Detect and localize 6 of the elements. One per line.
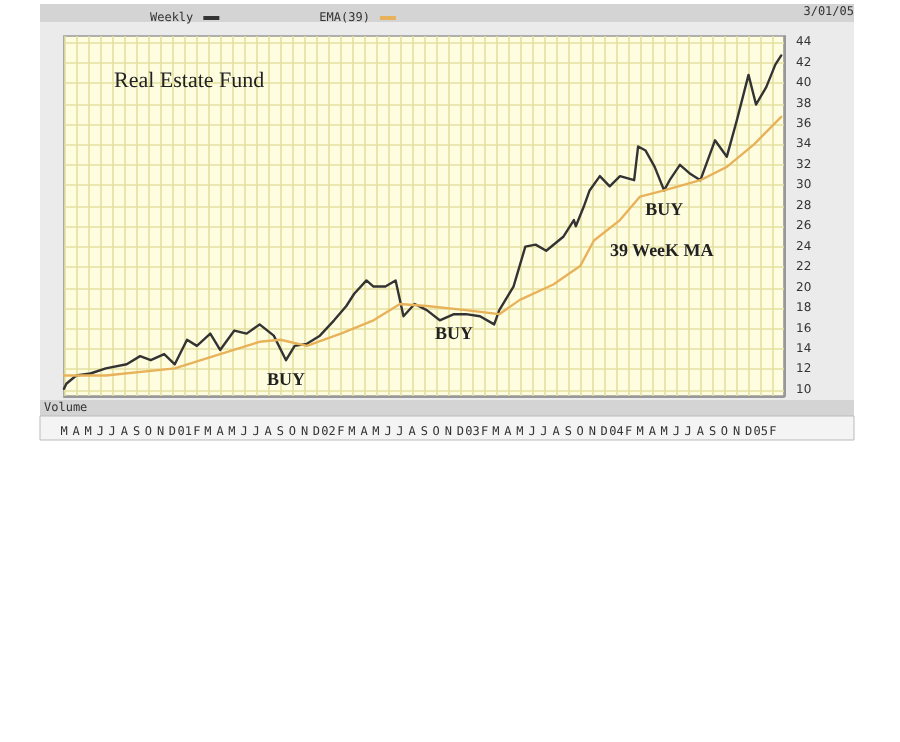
annotation: BUY — [645, 199, 685, 220]
annotation: BUY — [434, 323, 474, 344]
text: Real Estate Fund — [114, 69, 266, 93]
annotation: BUY — [266, 369, 306, 390]
line-series — [62, 115, 783, 377]
annotation: 39 WeeK MA — [609, 239, 715, 260]
